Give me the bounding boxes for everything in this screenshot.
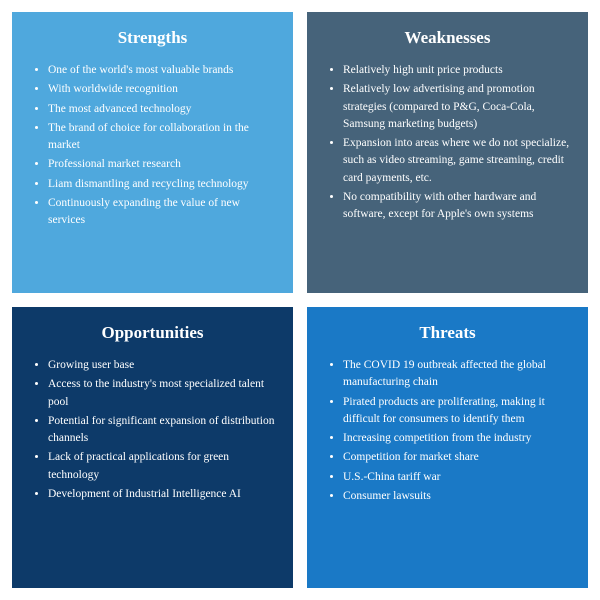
quadrant-opportunities: Opportunities Growing user base Access t… <box>12 307 293 588</box>
quadrant-title: Threats <box>325 323 570 343</box>
quadrant-list-threats: The COVID 19 outbreak affected the globa… <box>325 357 570 507</box>
list-item: Development of Industrial Intelligence A… <box>48 486 275 503</box>
list-item: Relatively high unit price products <box>343 62 570 79</box>
list-item: Continuously expanding the value of new … <box>48 195 275 230</box>
quadrant-list-opportunities: Growing user base Access to the industry… <box>30 357 275 505</box>
list-item: Relatively low advertising and promotion… <box>343 81 570 133</box>
quadrant-list-weaknesses: Relatively high unit price products Rela… <box>325 62 570 225</box>
quadrant-strengths: Strengths One of the world's most valuab… <box>12 12 293 293</box>
list-item: With worldwide recognition <box>48 81 275 98</box>
list-item: Pirated products are proliferating, maki… <box>343 394 570 429</box>
swot-grid: Strengths One of the world's most valuab… <box>12 12 588 588</box>
quadrant-title: Strengths <box>30 28 275 48</box>
list-item: Liam dismantling and recycling technolog… <box>48 176 275 193</box>
quadrant-title: Opportunities <box>30 323 275 343</box>
list-item: No compatibility with other hardware and… <box>343 189 570 224</box>
list-item: One of the world's most valuable brands <box>48 62 275 79</box>
list-item: The COVID 19 outbreak affected the globa… <box>343 357 570 392</box>
quadrant-threats: Threats The COVID 19 outbreak affected t… <box>307 307 588 588</box>
list-item: Potential for significant expansion of d… <box>48 413 275 448</box>
list-item: Consumer lawsuits <box>343 488 570 505</box>
list-item: Increasing competition from the industry <box>343 430 570 447</box>
list-item: Professional market research <box>48 156 275 173</box>
list-item: The most advanced technology <box>48 101 275 118</box>
quadrant-list-strengths: One of the world's most valuable brands … <box>30 62 275 231</box>
list-item: Access to the industry's most specialize… <box>48 376 275 411</box>
list-item: Lack of practical applications for green… <box>48 449 275 484</box>
list-item: The brand of choice for collaboration in… <box>48 120 275 155</box>
list-item: Expansion into areas where we do not spe… <box>343 135 570 187</box>
quadrant-title: Weaknesses <box>325 28 570 48</box>
list-item: U.S.-China tariff war <box>343 469 570 486</box>
list-item: Growing user base <box>48 357 275 374</box>
quadrant-weaknesses: Weaknesses Relatively high unit price pr… <box>307 12 588 293</box>
list-item: Competition for market share <box>343 449 570 466</box>
